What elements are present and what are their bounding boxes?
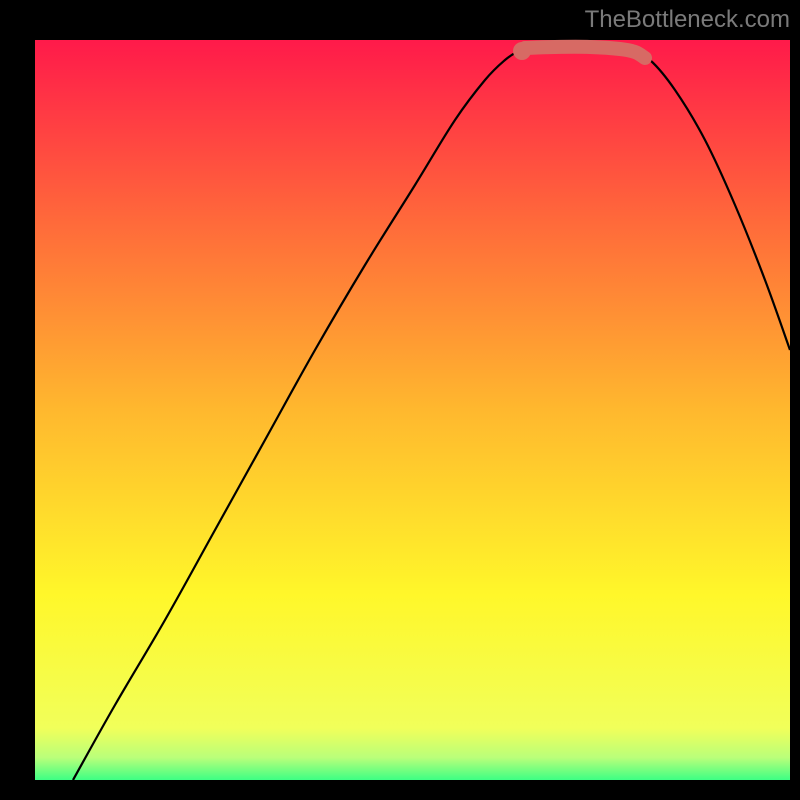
overlay-segment (525, 47, 645, 58)
main-curve (73, 48, 790, 780)
watermark-text: TheBottleneck.com (585, 6, 790, 34)
chart-svg (0, 0, 800, 800)
chart-container: TheBottleneck.com (0, 0, 800, 800)
overlay-dot (513, 42, 531, 60)
